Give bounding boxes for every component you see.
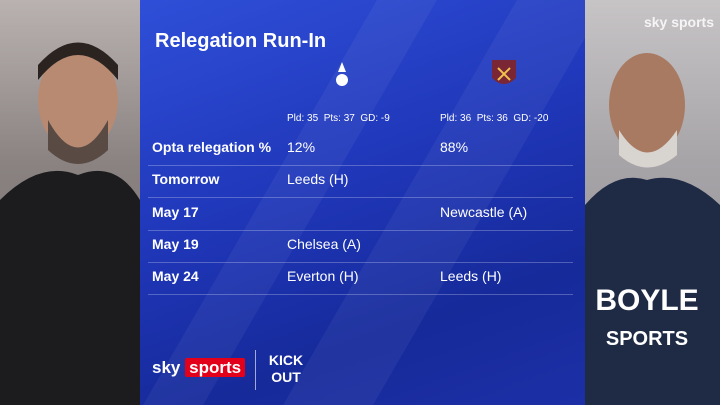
sky-word: sky	[152, 358, 181, 377]
kick-out-logo: KICK OUT	[268, 352, 304, 385]
row-label: Opta relegation %	[152, 139, 272, 155]
shirt-text: SPORTS	[606, 328, 688, 350]
row-separator	[148, 294, 573, 296]
fixture-cell: 12%	[287, 139, 316, 155]
team-stats-line: Pld: 35 Pts: 37 GD: -9	[287, 113, 390, 124]
divider	[255, 350, 256, 390]
fixture-cell: Newcastle (A)	[440, 203, 528, 220]
row-separator	[148, 261, 573, 263]
right-manager-photo: BOYLE SPORTS sky sports	[585, 0, 720, 405]
main-panel	[140, 0, 607, 405]
row-label: May 19	[152, 235, 199, 252]
team-stats-line: Pld: 36 Pts: 36 GD: -20	[440, 113, 549, 124]
fixture-cell: Chelsea (A)	[287, 235, 361, 252]
fixture-cell: Everton (H)	[287, 268, 359, 285]
row-label: Tomorrow	[152, 171, 220, 188]
row-separator	[148, 165, 573, 166]
row-separator	[148, 197, 573, 199]
row-separator	[148, 229, 573, 231]
left-silhouette	[0, 42, 140, 405]
tottenham-badge	[336, 62, 348, 86]
left-manager-photo	[0, 0, 140, 405]
row-label: May 24	[152, 268, 199, 285]
right-silhouette: BOYLE SPORTS	[585, 53, 720, 405]
shirt-text: BOYLE	[595, 284, 698, 317]
row-label: May 17	[152, 203, 199, 220]
fixture-cell: 88%	[440, 139, 469, 155]
watermark: sky sports	[643, 14, 714, 30]
title: Relegation Run-In	[155, 30, 327, 52]
west-ham-badge	[492, 60, 516, 84]
fixture-cell: Leeds (H)	[287, 171, 349, 188]
fixture-cell: Leeds (H)	[440, 268, 502, 285]
sports-word: sports	[185, 358, 246, 377]
sky-logo: sky sports	[152, 358, 246, 378]
